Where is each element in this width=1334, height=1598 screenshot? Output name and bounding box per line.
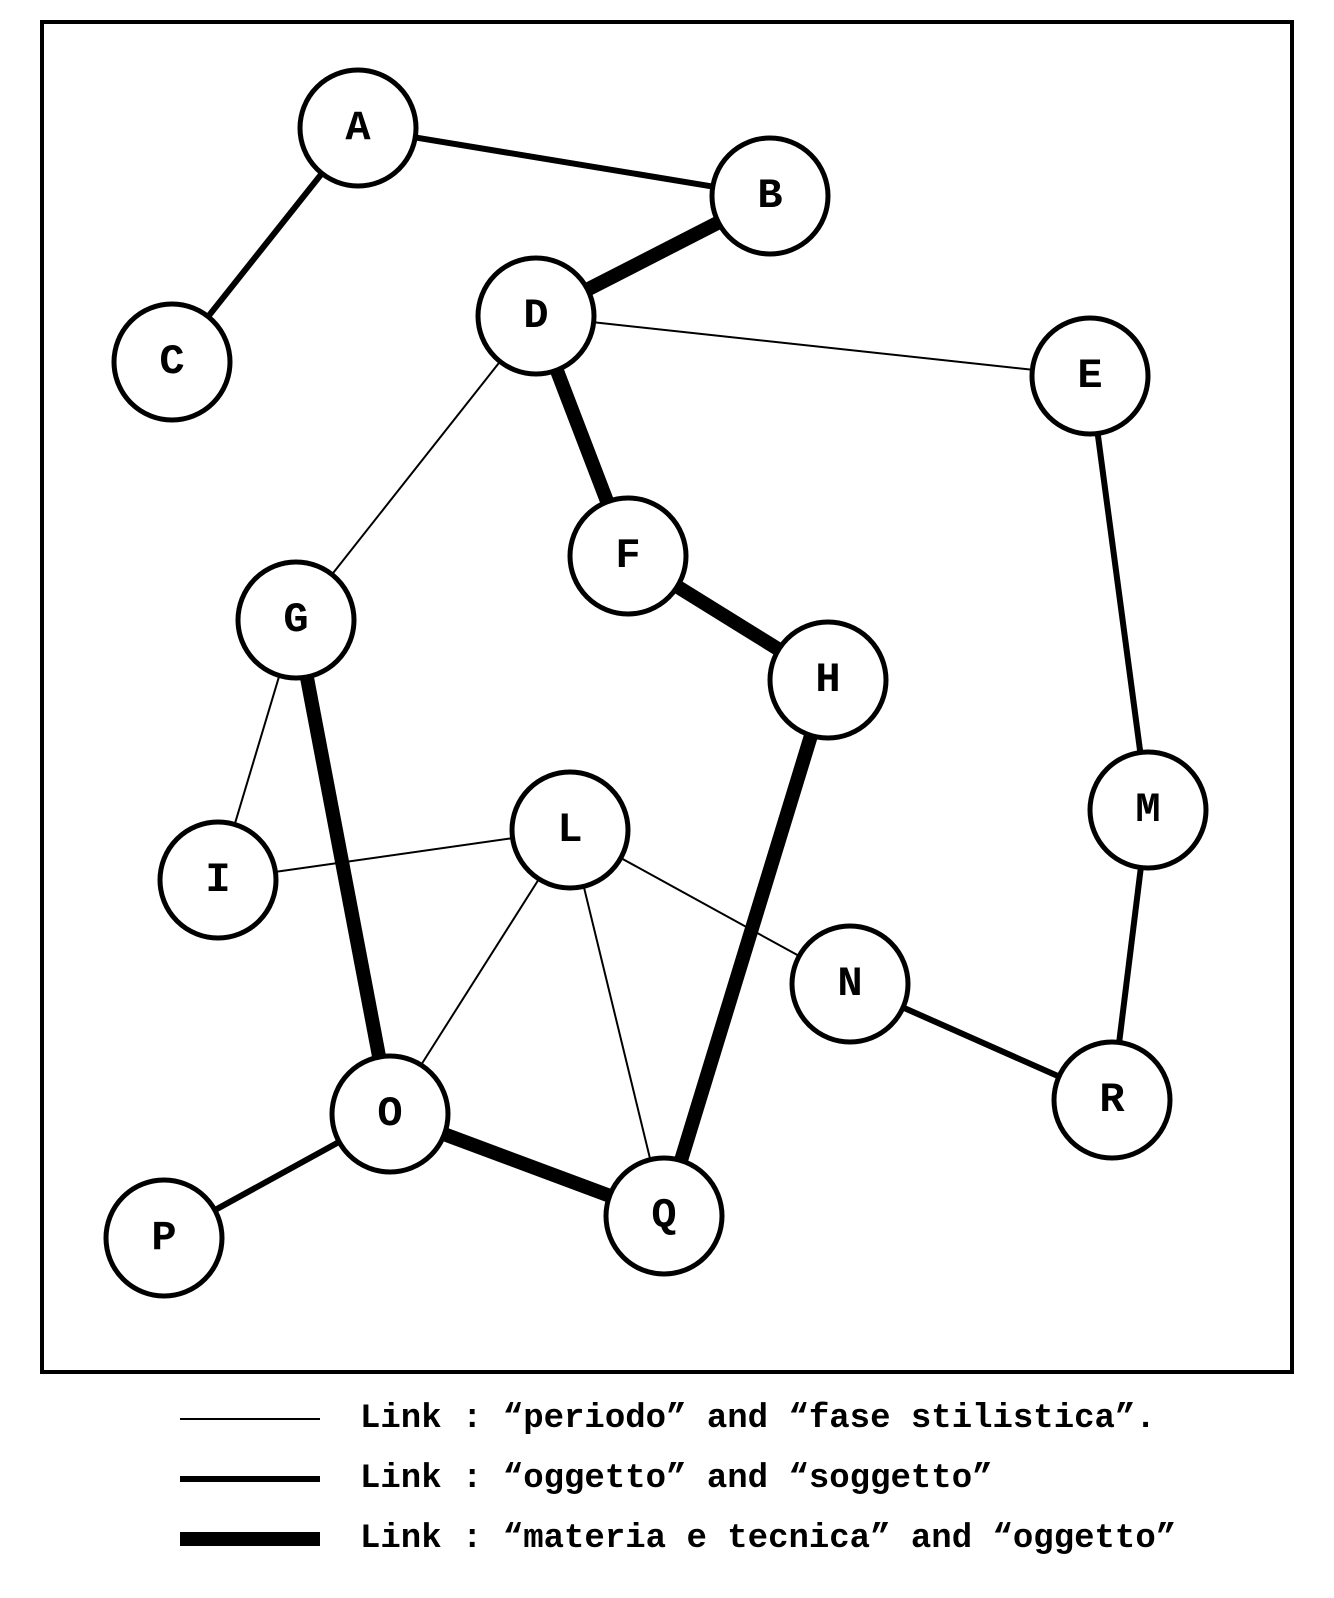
edge-I-L (275, 838, 512, 872)
node-L (512, 772, 628, 888)
node-N (792, 926, 908, 1042)
edge-F-H (677, 587, 778, 650)
page: ABCDEFGHMILNORPQ Link : “periodo” and “f… (0, 0, 1334, 1598)
legend-label-2: Link : “materia e tecnica” and “oggetto” (360, 1520, 1176, 1558)
node-C (114, 304, 230, 420)
edge-D-E (594, 322, 1033, 370)
node-G (238, 562, 354, 678)
legend-row-2: Link : “materia e tecnica” and “oggetto” (180, 1520, 1334, 1558)
legend-swatch-2 (180, 1532, 320, 1546)
edge-L-Q (584, 886, 651, 1159)
node-H (770, 622, 886, 738)
edge-A-C (208, 173, 322, 316)
legend-swatch-0 (180, 1418, 320, 1420)
network-svg (0, 0, 1334, 1598)
node-M (1090, 752, 1206, 868)
edge-H-Q (681, 735, 811, 1160)
edge-L-O (421, 879, 539, 1065)
edge-N-R (903, 1007, 1059, 1076)
edge-O-Q (444, 1134, 609, 1196)
legend-swatch-1 (180, 1476, 320, 1482)
edge-O-P (215, 1142, 339, 1210)
legend-label-0: Link : “periodo” and “fase stilistica”. (360, 1400, 1156, 1438)
node-Q (606, 1158, 722, 1274)
legend-row-1: Link : “oggetto” and “soggetto” (180, 1460, 1334, 1498)
edge-D-B (588, 222, 719, 289)
legend: Link : “periodo” and “fase stilistica”. L… (180, 1400, 1334, 1580)
edge-A-B (415, 137, 713, 186)
node-P (106, 1180, 222, 1296)
edge-E-M (1098, 433, 1141, 752)
edge-D-G (332, 362, 500, 575)
edge-M-R (1119, 868, 1141, 1043)
node-R (1054, 1042, 1170, 1158)
node-I (160, 822, 276, 938)
node-E (1032, 318, 1148, 434)
node-F (570, 498, 686, 614)
edge-G-I (235, 676, 280, 825)
node-D (478, 258, 594, 374)
node-O (332, 1056, 448, 1172)
edge-G-O (307, 677, 379, 1057)
legend-row-0: Link : “periodo” and “fase stilistica”. (180, 1400, 1334, 1438)
legend-label-1: Link : “oggetto” and “soggetto” (360, 1460, 993, 1498)
node-B (712, 138, 828, 254)
edge-D-F (557, 370, 607, 502)
node-A (300, 70, 416, 186)
